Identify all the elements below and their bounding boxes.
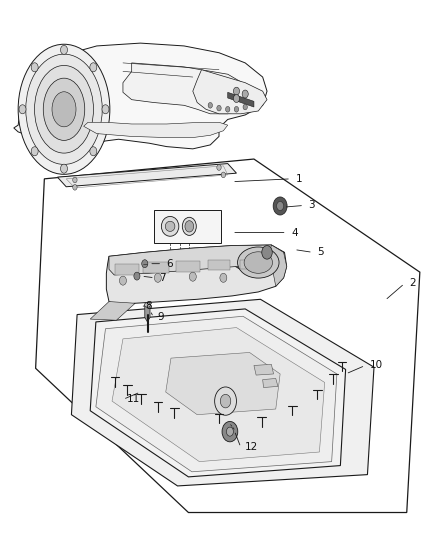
Ellipse shape	[145, 303, 150, 307]
Bar	[153, 210, 221, 243]
Polygon shape	[14, 43, 267, 149]
Circle shape	[277, 201, 284, 211]
Polygon shape	[193, 70, 267, 114]
Circle shape	[73, 184, 77, 190]
Ellipse shape	[26, 54, 102, 164]
Ellipse shape	[43, 78, 85, 140]
Text: 3: 3	[308, 200, 315, 211]
Polygon shape	[228, 92, 254, 107]
Circle shape	[185, 221, 194, 232]
Polygon shape	[90, 302, 135, 320]
Circle shape	[217, 165, 221, 171]
Circle shape	[215, 387, 237, 415]
Circle shape	[73, 177, 77, 183]
Circle shape	[220, 273, 227, 282]
Circle shape	[208, 102, 212, 108]
Polygon shape	[112, 328, 325, 462]
Circle shape	[222, 422, 238, 442]
Circle shape	[90, 63, 97, 72]
Polygon shape	[57, 164, 237, 187]
Polygon shape	[123, 63, 258, 114]
Text: 8: 8	[145, 301, 152, 311]
Circle shape	[19, 105, 26, 114]
Ellipse shape	[18, 44, 110, 174]
Bar	[208, 260, 230, 270]
Polygon shape	[90, 309, 346, 477]
Circle shape	[60, 45, 67, 54]
Circle shape	[262, 246, 272, 259]
Ellipse shape	[165, 221, 175, 231]
Circle shape	[142, 260, 148, 268]
Ellipse shape	[52, 92, 76, 127]
Text: 7: 7	[159, 273, 166, 283]
Polygon shape	[263, 378, 278, 387]
Bar	[240, 260, 259, 269]
Ellipse shape	[161, 216, 179, 236]
Text: 9: 9	[158, 312, 165, 322]
Polygon shape	[96, 316, 337, 472]
Circle shape	[243, 104, 247, 110]
Bar	[177, 261, 201, 272]
Text: 1: 1	[295, 174, 302, 184]
Polygon shape	[166, 352, 280, 415]
Bar	[115, 264, 139, 275]
Circle shape	[273, 197, 287, 215]
Circle shape	[102, 105, 109, 114]
Circle shape	[120, 276, 127, 285]
Text: 6: 6	[166, 259, 173, 269]
Polygon shape	[145, 305, 150, 322]
Circle shape	[233, 87, 240, 95]
Circle shape	[234, 107, 239, 112]
Ellipse shape	[237, 247, 279, 278]
Circle shape	[220, 394, 231, 408]
Text: 5: 5	[317, 247, 324, 257]
Ellipse shape	[182, 217, 196, 236]
Circle shape	[31, 63, 38, 72]
Text: 4: 4	[291, 228, 298, 238]
Circle shape	[233, 94, 240, 102]
Text: 12: 12	[245, 442, 258, 453]
Text: 10: 10	[370, 360, 383, 370]
Text: 11: 11	[127, 394, 141, 405]
Circle shape	[134, 272, 140, 280]
Polygon shape	[106, 245, 287, 305]
Bar	[143, 262, 169, 273]
Circle shape	[217, 106, 221, 111]
Polygon shape	[109, 245, 284, 275]
Circle shape	[154, 273, 161, 282]
Polygon shape	[84, 122, 228, 138]
Polygon shape	[233, 249, 280, 275]
Text: 2: 2	[409, 278, 416, 288]
Circle shape	[90, 147, 97, 156]
Circle shape	[189, 272, 196, 281]
Ellipse shape	[35, 66, 93, 153]
Circle shape	[226, 107, 230, 112]
Polygon shape	[71, 300, 374, 486]
Circle shape	[226, 427, 233, 436]
Polygon shape	[269, 245, 287, 286]
Circle shape	[31, 147, 38, 156]
Circle shape	[221, 172, 226, 177]
Polygon shape	[254, 365, 274, 375]
Circle shape	[242, 90, 248, 98]
Circle shape	[60, 164, 67, 173]
Ellipse shape	[244, 252, 272, 273]
Polygon shape	[35, 159, 420, 513]
